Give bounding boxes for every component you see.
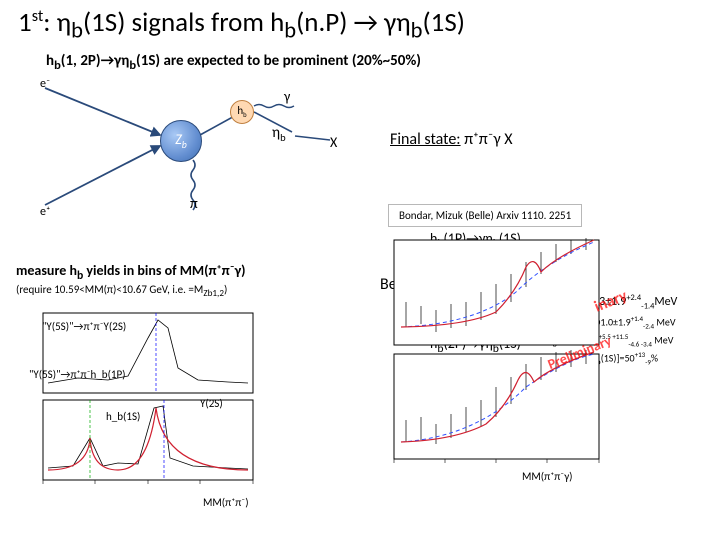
chart1-xaxis: MM(π⁺π⁻) bbox=[203, 496, 249, 509]
node-zb: Zb bbox=[160, 120, 202, 162]
svg-text:e⁺: e⁺ bbox=[40, 205, 50, 219]
node-etab: ηb bbox=[272, 124, 286, 144]
title-sub-b1: b bbox=[71, 17, 83, 44]
feynman-diagram: e⁻ e⁺ Zb hb ηb γ X π bbox=[40, 80, 360, 230]
title-main: : η bbox=[43, 6, 71, 39]
final-state: Final state: π⁺π⁻γ X bbox=[390, 130, 513, 149]
label-gamma: γ bbox=[284, 88, 290, 105]
measure-text: measure hb yields in bins of MM(π⁺π⁻γ) (… bbox=[16, 262, 246, 299]
title-mid: (1S) signals from h bbox=[83, 6, 284, 39]
label-pi: π bbox=[190, 195, 198, 212]
chart1-label-hb1p: "Υ(5S)"→π⁺π⁻h_b(1P) bbox=[29, 368, 126, 381]
chart-right bbox=[376, 232, 706, 492]
title-sup: st bbox=[32, 7, 44, 26]
label-x: X bbox=[330, 134, 337, 151]
title-sub-b2: b bbox=[284, 17, 296, 44]
slide-title: 1st: ηb(1S) signals from hb(n.P) → γηb(1… bbox=[18, 6, 465, 44]
measure-header: measure hb yields in bins of MM(π⁺π⁻γ) bbox=[16, 262, 246, 283]
chart2-xaxis: MM(π⁺π⁻γ) bbox=[522, 470, 573, 483]
chart1-label-hb1s: h_b(1S) bbox=[106, 410, 140, 423]
title-tail: (1S) bbox=[422, 6, 464, 39]
title-end: (n.P) → γη bbox=[296, 6, 411, 39]
node-hb: hb bbox=[230, 100, 254, 124]
final-state-value: π⁺π⁻γ X bbox=[461, 130, 513, 149]
chart1-label-upsilon2s: "Υ(5S)"→π⁺π⁻Υ(2S) bbox=[42, 320, 126, 333]
svg-text:e⁻: e⁻ bbox=[40, 80, 50, 91]
title-prefix: 1 bbox=[18, 6, 32, 39]
measure-require: (require 10.59<MM(π)<10.67 GeV, i.e. =MZ… bbox=[16, 283, 246, 299]
citation-box: Bondar, Mizuk (Belle) Arxiv 1110. 2251 bbox=[388, 204, 582, 227]
subtitle: hb(1, 2P)→γηb(1S) are expected to be pro… bbox=[46, 52, 421, 73]
chart1-label-ups2s: Υ(2S) bbox=[200, 397, 223, 410]
title-sub-b3: b bbox=[411, 17, 423, 44]
final-state-label: Final state: bbox=[390, 130, 461, 149]
